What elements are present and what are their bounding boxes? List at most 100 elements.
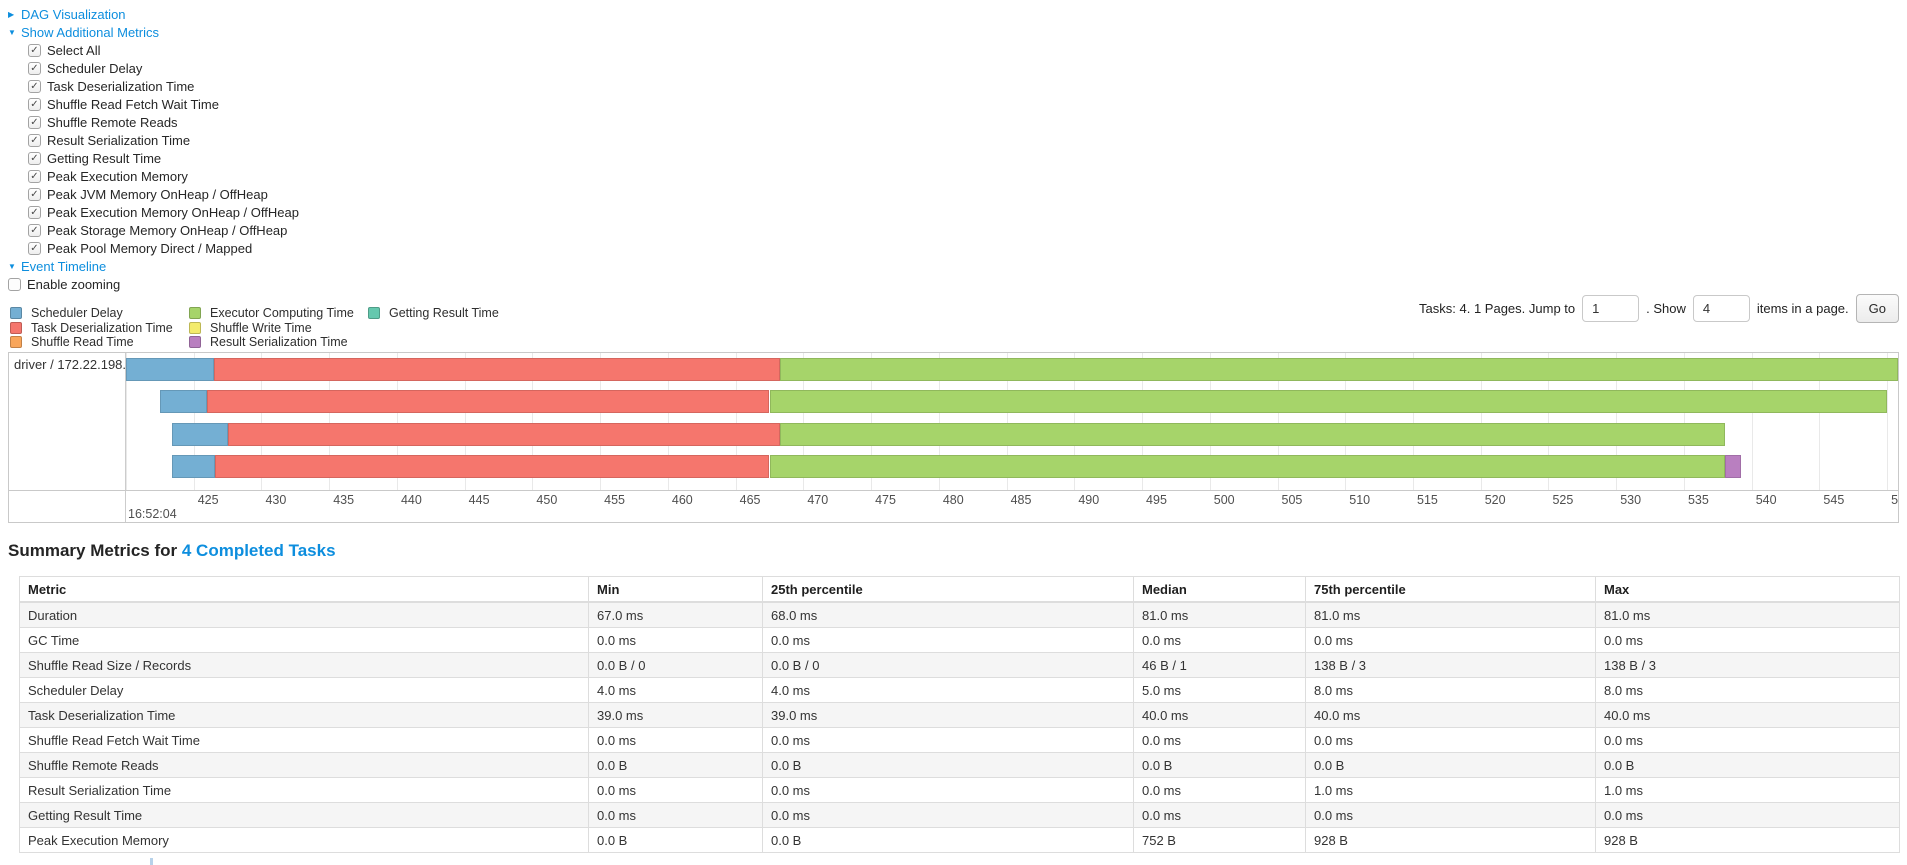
checkbox-icon[interactable]: ✓: [28, 223, 41, 237]
metric-value-cell: 0.0 B: [1133, 752, 1306, 778]
metric-checkbox-peak-storage-memory-onheap-offheap[interactable]: ✓ Peak Storage Memory OnHeap / OffHeap: [8, 221, 299, 239]
show-additional-metrics-link[interactable]: ▼ Show Additional Metrics: [8, 25, 159, 40]
metric-checkbox-label: Result Serialization Time: [47, 132, 191, 148]
legend-label: Executor Computing Time: [210, 306, 354, 321]
metric-value-cell: 0.0 B: [1595, 752, 1900, 778]
task-bar-2: [126, 390, 1898, 414]
task-bar-1: [126, 358, 1898, 381]
metric-value-cell: 0.0 ms: [588, 727, 763, 753]
timeline-body: driver / 172.22.198.104: [9, 353, 1898, 490]
task-segment-executor-computing[interactable]: [769, 390, 1888, 414]
checkbox-icon[interactable]: ✓: [28, 43, 41, 57]
axis-tick-label: 470: [807, 493, 829, 507]
axis-gridline: [1074, 353, 1076, 490]
items-per-page-input[interactable]: [1692, 295, 1750, 322]
task-segment-task-deserialization[interactable]: [215, 455, 770, 479]
metric-value-cell: 67.0 ms: [588, 601, 763, 628]
axis-gridline: [1345, 353, 1347, 490]
task-segment-task-deserialization[interactable]: [227, 422, 781, 446]
metric-checkbox-result-serialization-time[interactable]: ✓ Result Serialization Time: [8, 131, 299, 149]
axis-gridline: [464, 353, 466, 490]
metric-value-cell: 4.0 ms: [588, 677, 763, 703]
checkbox-icon[interactable]: ✓: [28, 115, 41, 129]
metric-checkbox-label: Shuffle Remote Reads: [47, 114, 178, 130]
axis-tick-label: 545: [1823, 493, 1845, 507]
task-segment-task-deserialization[interactable]: [214, 358, 781, 381]
additional-metrics-checkbox-list: ✓ Select All ✓ Scheduler Delay ✓ Task Deseria…: [8, 41, 299, 257]
metric-value-cell: 8.0 ms: [1305, 677, 1596, 703]
table-row-scheduler-delay: Scheduler Delay 4.0 ms 4.0 ms 5.0 ms 8.0 ms 8…: [19, 677, 1900, 703]
axis-gridline: [803, 353, 805, 490]
metric-checkbox-peak-execution-memory[interactable]: ✓ Peak Execution Memory: [8, 167, 299, 185]
task-segment-task-deserialization[interactable]: [207, 390, 770, 414]
enable-zooming-row[interactable]: ✓ Enable zooming: [8, 275, 299, 293]
metric-value-cell: 138 B / 3: [1595, 652, 1900, 678]
metric-checkbox-label: Select All: [47, 42, 101, 58]
metric-checkbox-peak-execution-memory-onheap-offheap[interactable]: ✓ Peak Execution Memory OnHeap / OffHeap: [8, 203, 299, 221]
axis-gridline: [1548, 353, 1550, 490]
metric-checkbox-shuffle-read-fetch-wait-time[interactable]: ✓ Shuffle Read Fetch Wait Time: [8, 95, 299, 113]
task-segment-scheduler-delay[interactable]: [159, 390, 208, 414]
metric-name-cell: Shuffle Remote Reads: [19, 752, 589, 778]
checkbox-icon[interactable]: ✓: [28, 79, 41, 93]
checkbox-icon[interactable]: ✓: [28, 205, 41, 219]
axis-tick-label: 450: [536, 493, 558, 507]
checkbox-icon[interactable]: ✓: [28, 133, 41, 147]
axis-gridline: [1209, 353, 1211, 490]
go-button[interactable]: Go: [1855, 294, 1899, 323]
checkbox-icon[interactable]: ✓: [28, 151, 41, 165]
metric-value-cell: 0.0 ms: [1133, 727, 1306, 753]
jump-to-page-input[interactable]: [1582, 295, 1640, 322]
task-segment-scheduler-delay[interactable]: [126, 358, 215, 381]
axis-gridline: [261, 353, 263, 490]
metric-value-cell: 0.0 ms: [588, 802, 763, 828]
event-timeline-link[interactable]: ▼ Event Timeline: [8, 259, 106, 274]
table-row-shuffle-remote-reads: Shuffle Remote Reads 0.0 B 0.0 B 0.0 B 0.0 B…: [19, 752, 1900, 778]
dag-visualization-link[interactable]: ▶ DAG Visualization: [8, 7, 126, 22]
executor-label: driver / 172.22.198.104: [14, 357, 148, 372]
axis-tick-label: 465: [739, 493, 761, 507]
metric-checkbox-scheduler-delay[interactable]: ✓ Scheduler Delay: [8, 59, 299, 77]
legend-column: Executor Computing Time Shuffle Write Tim…: [189, 306, 354, 350]
axis-tick-label: 535: [1687, 493, 1709, 507]
axis-tick-label: 550: [1891, 493, 1898, 507]
metric-value-cell: 0.0 ms: [1305, 802, 1596, 828]
checkbox-icon[interactable]: ✓: [8, 277, 21, 291]
axis-tick-label: 540: [1755, 493, 1777, 507]
metric-checkbox-label: Peak Execution Memory: [47, 168, 188, 184]
metric-checkbox-label: Shuffle Read Fetch Wait Time: [47, 96, 219, 112]
task-bar-4: [126, 455, 1898, 479]
metric-checkbox-select-all[interactable]: ✓ Select All: [8, 41, 299, 59]
task-segment-scheduler-delay[interactable]: [172, 455, 216, 479]
metric-name-cell: Shuffle Read Fetch Wait Time: [19, 727, 589, 753]
timeline-axis: 16:52:04 425 430 435 440 445 450 455 460 465 470 4…: [9, 490, 1898, 522]
task-segment-scheduler-delay[interactable]: [172, 422, 228, 446]
metric-name-cell: Duration: [19, 601, 589, 628]
axis-gridline: [532, 353, 534, 490]
axis-gridline: [600, 353, 602, 490]
metric-value-cell: 46 B / 1: [1133, 652, 1306, 678]
metric-checkbox-label: Peak Storage Memory OnHeap / OffHeap: [47, 222, 288, 238]
completed-tasks-link[interactable]: 4 Completed Tasks: [181, 541, 336, 560]
table-row-result-serialization-time: Result Serialization Time 0.0 ms 0.0 ms 0.0…: [19, 777, 1900, 803]
checkbox-icon[interactable]: ✓: [28, 241, 41, 255]
metric-checkbox-peak-pool-memory-direct-mapped[interactable]: ✓ Peak Pool Memory Direct / Mapped: [8, 239, 299, 257]
task-segment-executor-computing[interactable]: [780, 358, 1898, 381]
metric-value-cell: 5.0 ms: [1133, 677, 1306, 703]
metric-value-cell: 0.0 ms: [588, 777, 763, 803]
task-segment-executor-computing[interactable]: [780, 422, 1725, 446]
checkbox-icon[interactable]: ✓: [28, 187, 41, 201]
task-segment-executor-computing[interactable]: [769, 455, 1725, 479]
metric-checkbox-peak-jvm-memory-onheap-offheap[interactable]: ✓ Peak JVM Memory OnHeap / OffHeap: [8, 185, 299, 203]
metric-checkbox-shuffle-remote-reads[interactable]: ✓ Shuffle Remote Reads: [8, 113, 299, 131]
checkbox-icon[interactable]: ✓: [28, 61, 41, 75]
metric-checkbox-task-deserialization-time[interactable]: ✓ Task Deserialization Time: [8, 77, 299, 95]
table-row-task-deserialization-time: Task Deserialization Time 39.0 ms 39.0 ms 4…: [19, 702, 1900, 728]
checkbox-icon[interactable]: ✓: [28, 97, 41, 111]
axis-tick-label: 480: [942, 493, 964, 507]
checkbox-icon[interactable]: ✓: [28, 169, 41, 183]
task-segment-result-serialization[interactable]: [1724, 455, 1741, 479]
metric-value-cell: 138 B / 3: [1305, 652, 1596, 678]
summary-metrics-table: Metric Min 25th percentile Median 75th perce…: [19, 576, 1900, 853]
metric-checkbox-getting-result-time[interactable]: ✓ Getting Result Time: [8, 149, 299, 167]
